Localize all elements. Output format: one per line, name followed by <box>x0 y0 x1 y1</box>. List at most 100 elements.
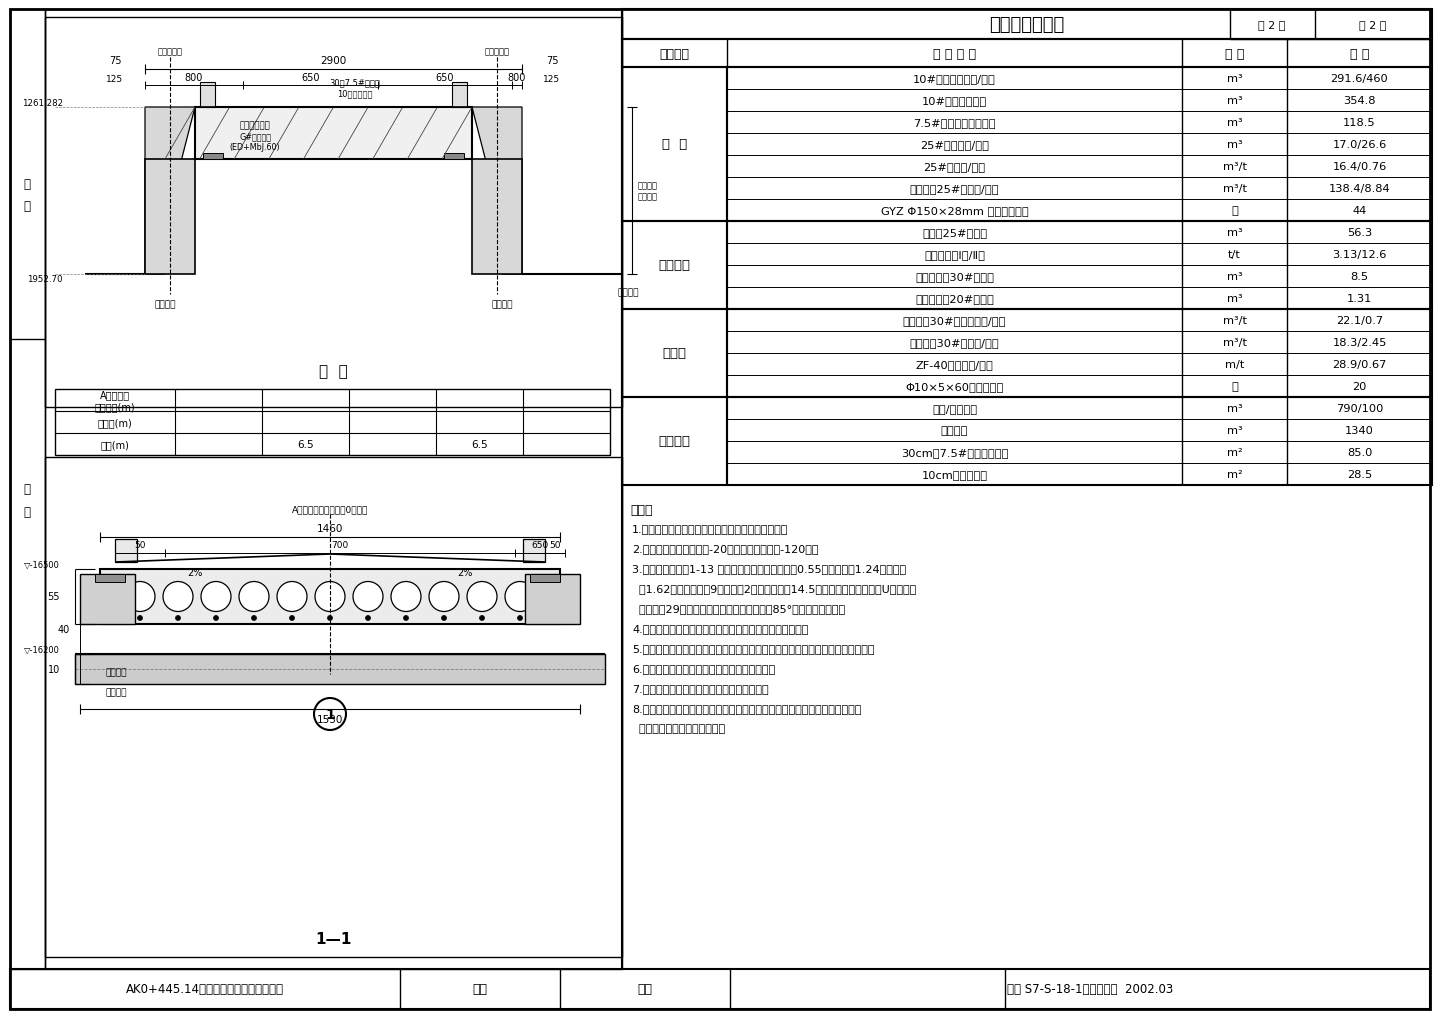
Text: 桥面铺装30#防水混凝土/钢筋: 桥面铺装30#防水混凝土/钢筋 <box>903 316 1007 326</box>
Bar <box>622 310 727 397</box>
Circle shape <box>239 582 269 611</box>
Text: 10: 10 <box>48 664 60 675</box>
Text: 4.本桥施工和验收必须严格按交通部有关规范和规程执行。: 4.本桥施工和验收必须严格按交通部有关规范和规程执行。 <box>632 624 808 634</box>
Text: 1.本图尺寸除里程和高程以米计外，余皆以厘米计。: 1.本图尺寸除里程和高程以米计外，余皆以厘米计。 <box>632 524 788 534</box>
Text: 2900: 2900 <box>320 56 347 66</box>
Text: 75: 75 <box>109 56 121 66</box>
Bar <box>115 539 137 562</box>
Circle shape <box>505 582 536 611</box>
Text: 55: 55 <box>48 592 60 602</box>
Text: 单 位: 单 位 <box>1225 48 1244 60</box>
Circle shape <box>314 698 346 731</box>
Text: 1952.70: 1952.70 <box>27 275 63 284</box>
Text: GYZ Φ150×28mm 板式橡胶支座: GYZ Φ150×28mm 板式橡胶支座 <box>881 206 1028 216</box>
Text: 118.5: 118.5 <box>1344 118 1375 127</box>
Circle shape <box>429 582 459 611</box>
Text: 第 2 页: 第 2 页 <box>1359 20 1387 30</box>
Text: 台后搭板25#混凝土/钢筋: 台后搭板25#混凝土/钢筋 <box>910 183 999 194</box>
Bar <box>727 397 1431 485</box>
Text: 其他工程: 其他工程 <box>658 435 691 448</box>
Circle shape <box>202 582 230 611</box>
Bar <box>203 154 223 160</box>
Circle shape <box>213 615 219 621</box>
Text: ZF-40型伸缩缝/钢筋: ZF-40型伸缩缝/钢筋 <box>916 360 994 370</box>
Text: G#硬质心板
(ED+MbJ.60): G#硬质心板 (ED+MbJ.60) <box>230 132 281 152</box>
Circle shape <box>252 615 256 621</box>
Bar <box>10 10 45 969</box>
Text: 650: 650 <box>436 73 454 83</box>
Polygon shape <box>85 108 194 275</box>
Text: 1: 1 <box>325 707 336 721</box>
Text: 件: 件 <box>1231 382 1238 391</box>
Text: 图: 图 <box>23 201 30 213</box>
Bar <box>194 108 472 160</box>
Bar <box>622 68 727 222</box>
Text: m³: m³ <box>1227 272 1243 281</box>
Text: 1340: 1340 <box>1345 426 1374 435</box>
Circle shape <box>517 615 523 621</box>
Text: 800: 800 <box>508 73 526 83</box>
Text: 护坡前缘: 护坡前缘 <box>154 301 176 309</box>
Text: 桩距离(m): 桩距离(m) <box>98 418 132 428</box>
Text: 8.5: 8.5 <box>1351 272 1368 281</box>
Text: 复核: 复核 <box>472 982 488 996</box>
Text: 护坡前缘: 护坡前缘 <box>491 301 513 309</box>
Text: 套: 套 <box>1231 206 1238 216</box>
Text: 6.5: 6.5 <box>471 439 488 449</box>
Text: 审: 审 <box>23 483 30 496</box>
Text: 空心板25#混凝土: 空心板25#混凝土 <box>922 228 986 237</box>
Circle shape <box>137 615 143 621</box>
Text: m³/t: m³/t <box>1223 162 1247 172</box>
Circle shape <box>467 582 497 611</box>
Text: 图: 图 <box>23 505 30 518</box>
Text: 数 量: 数 量 <box>1349 48 1369 60</box>
Circle shape <box>403 615 409 621</box>
Text: m²: m² <box>1227 470 1243 480</box>
Text: 图号 S7-S-18-1（续）日期  2002.03: 图号 S7-S-18-1（续）日期 2002.03 <box>1007 982 1174 996</box>
Text: 预应力空心板: 预应力空心板 <box>239 121 271 130</box>
Text: 空心板封端20#混凝土: 空心板封端20#混凝土 <box>914 293 994 304</box>
Circle shape <box>315 582 346 611</box>
Text: 审核: 审核 <box>638 982 652 996</box>
Text: m³/t: m³/t <box>1223 183 1247 194</box>
Text: m/t: m/t <box>1225 360 1244 370</box>
Text: 291.6/460: 291.6/460 <box>1331 74 1388 84</box>
Text: 44: 44 <box>1352 206 1367 216</box>
Text: m³: m³ <box>1227 404 1243 414</box>
Text: 7.注意理设防护栏及伸缩缝等构造的预埋件。: 7.注意理设防护栏及伸缩缝等构造的预埋件。 <box>632 684 769 693</box>
Circle shape <box>392 582 420 611</box>
Text: m³: m³ <box>1227 74 1243 84</box>
Text: 7.5#浆砌片石基础垫层: 7.5#浆砌片石基础垫层 <box>913 118 996 127</box>
Text: m³/t: m³/t <box>1223 337 1247 347</box>
Text: AK0+445.14面道跨线桥桥型布置图设计: AK0+445.14面道跨线桥桥型布置图设计 <box>127 982 284 996</box>
Text: 25#砼台帽/钢筋: 25#砼台帽/钢筋 <box>923 162 985 172</box>
Bar <box>45 10 622 969</box>
Text: 空心板钢筋Ⅰ级/Ⅱ级: 空心板钢筋Ⅰ级/Ⅱ级 <box>924 250 985 260</box>
Text: A桥道路混凝土中心线0点别稿: A桥道路混凝土中心线0点别稿 <box>292 505 369 514</box>
Circle shape <box>125 582 156 611</box>
Bar <box>444 154 464 160</box>
Bar <box>622 40 1431 68</box>
Text: 1530: 1530 <box>317 714 343 725</box>
Text: 1.31: 1.31 <box>1346 293 1372 304</box>
Circle shape <box>176 615 180 621</box>
Text: 间距(m): 间距(m) <box>101 439 130 449</box>
Text: ▽-16200: ▽-16200 <box>24 645 60 654</box>
Text: 风化层叠: 风化层叠 <box>105 667 127 677</box>
Circle shape <box>353 582 383 611</box>
Text: 立  面: 立 面 <box>318 364 347 379</box>
Text: t/t: t/t <box>1228 250 1241 260</box>
Text: 2%: 2% <box>187 568 203 578</box>
Text: 17.0/26.6: 17.0/26.6 <box>1332 140 1387 150</box>
Text: Φ10×5×60铸铁泄水管: Φ10×5×60铸铁泄水管 <box>906 382 1004 391</box>
Polygon shape <box>472 108 582 275</box>
Text: 主要工程数量表: 主要工程数量表 <box>989 16 1064 34</box>
Text: 10#浆砌片石侧墙/台身: 10#浆砌片石侧墙/台身 <box>913 74 996 84</box>
Text: 3.13/12.6: 3.13/12.6 <box>1332 250 1387 260</box>
Text: 18.3/2.45: 18.3/2.45 <box>1332 337 1387 347</box>
Text: 85.0: 85.0 <box>1346 447 1372 458</box>
Text: 125: 125 <box>107 75 124 85</box>
Text: 6.台后填土及基底换填等必须按要求认真执行。: 6.台后填土及基底换填等必须按要求认真执行。 <box>632 663 775 674</box>
Text: 防撞栏杆30#混凝土/钢筋: 防撞栏杆30#混凝土/钢筋 <box>910 337 999 347</box>
Circle shape <box>289 615 295 621</box>
